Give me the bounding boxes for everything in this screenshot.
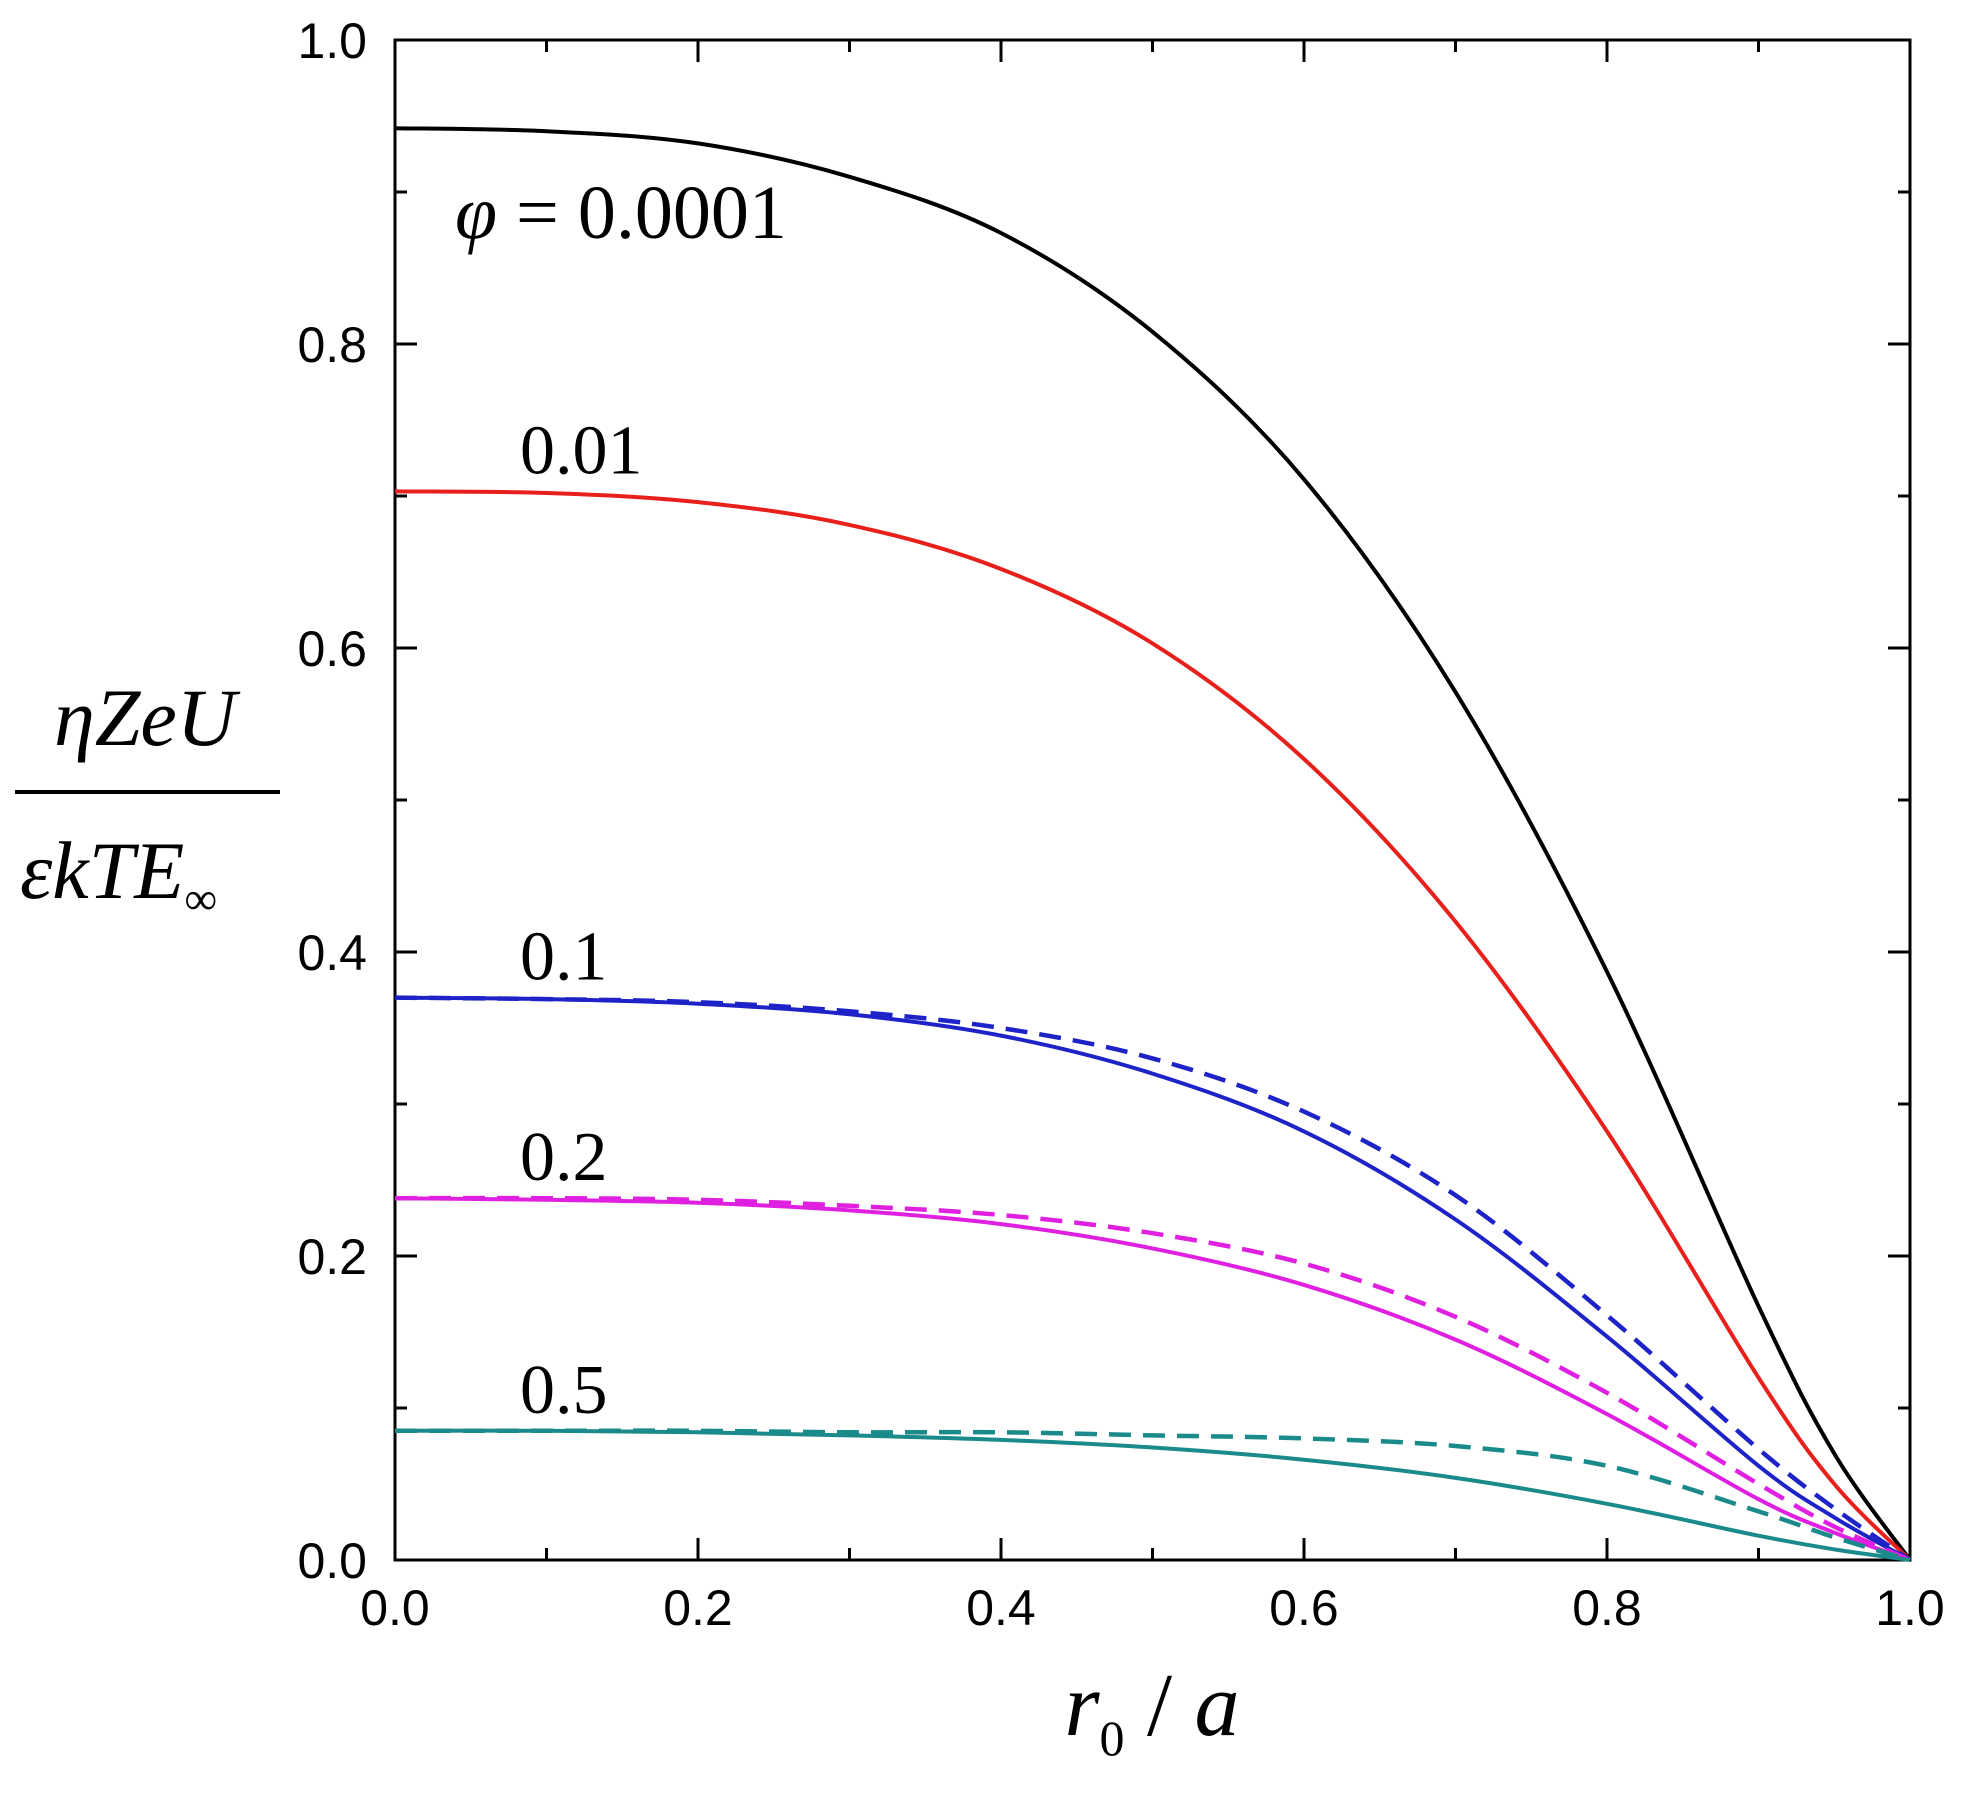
series-0-01-line <box>394 489 1912 1562</box>
tick-labels: 0.0 0.2 0.4 0.6 0.8 1.0 0.0 0.2 0.4 0.6 0.8 1.0 <box>297 13 1944 1636</box>
series-layer <box>394 126 1912 1563</box>
y-label-denominator-sub: ∞ <box>184 873 217 924</box>
series-0-1-dashed-line <box>394 995 1912 1562</box>
y-tick-label: 0.4 <box>297 925 367 981</box>
x-label-var: r <box>1064 1656 1100 1755</box>
y-label-numerator: ηZeU <box>54 672 241 763</box>
x-tick-label: 0.0 <box>360 1580 430 1636</box>
phi-symbol: φ <box>455 171 497 255</box>
x-label: r0 / a <box>1064 1656 1239 1766</box>
x-label-den: a <box>1195 1656 1240 1755</box>
y-tick-label: 0.8 <box>297 317 367 373</box>
x-tick-label: 0.2 <box>663 1580 733 1636</box>
series-label: 0.5 <box>520 1352 608 1429</box>
phi-equals: = <box>497 171 578 255</box>
series-labels: φ = 0.0001 0.01 0.1 0.2 0.5 <box>455 171 787 1429</box>
plot-frame <box>393 38 1912 1562</box>
x-tick-label: 1.0 <box>1875 1580 1945 1636</box>
y-tick-label: 0.6 <box>297 621 367 677</box>
x-label-sub: 0 <box>1100 1710 1125 1766</box>
y-tick-label: 0.0 <box>297 1533 367 1589</box>
y-tick-label: 0.2 <box>297 1229 367 1285</box>
series-0-2-line <box>394 1196 1911 1562</box>
x-label-sep: / <box>1125 1656 1195 1755</box>
series-0-5-line <box>394 1428 1911 1562</box>
phi-value: 0.0001 <box>578 171 787 255</box>
x-tick-label: 0.4 <box>966 1580 1036 1636</box>
y-tick-label: 1.0 <box>297 13 367 69</box>
series-0-0001-line <box>394 126 1912 1562</box>
y-label-denominator: εkTE∞ <box>20 825 217 924</box>
x-tick-label: 0.6 <box>1269 1580 1339 1636</box>
series-label-phi: φ = 0.0001 <box>455 171 787 255</box>
series-label: 0.1 <box>520 919 608 996</box>
series-0-5-dashed-line <box>395 1428 1911 1563</box>
x-tick-label: 0.8 <box>1572 1580 1642 1636</box>
axis-ticks <box>393 38 1912 1562</box>
y-label-denominator-main: εkTE <box>20 825 184 916</box>
series-label: 0.2 <box>520 1119 608 1196</box>
series-0-2-dashed-line <box>394 1195 1911 1563</box>
series-0-1-line <box>394 995 1911 1562</box>
series-label: 0.01 <box>520 412 643 489</box>
